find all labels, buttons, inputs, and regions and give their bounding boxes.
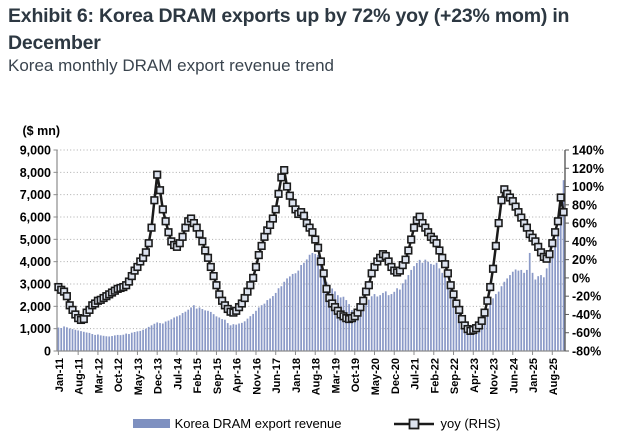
svg-text:60%: 60% [572,217,597,231]
svg-text:6,000: 6,000 [20,211,51,225]
svg-text:0%: 0% [572,271,590,285]
chart-legend: Korea DRAM export revenue yoy (RHS) [0,416,633,431]
svg-text:Aug-25: Aug-25 [548,358,560,395]
svg-text:9,000: 9,000 [20,144,51,158]
svg-text:120%: 120% [572,162,604,176]
svg-text:80%: 80% [572,198,597,212]
chart-plot-area: ($ mn) 0 1,000 2,000 3,000 4,000 5,000 6,000 7,0… [0,118,633,410]
svg-text:Aug-18: Aug-18 [311,358,323,395]
svg-text:140%: 140% [572,144,604,158]
svg-text:20%: 20% [572,253,597,267]
x-axis-labels: Jan-11 Aug-11 Mar-12 Oct-12 May-13 Dec-13 Jul-… [54,351,560,395]
svg-text:May-13: May-13 [133,358,145,395]
yoy-markers [54,165,568,336]
svg-text:Jun-24: Jun-24 [508,357,520,393]
axes [56,150,566,352]
svg-text:Apr-23: Apr-23 [469,358,481,393]
legend-item-yoy: yoy (RHS) [393,416,500,431]
svg-text:Nov-23: Nov-23 [489,358,501,395]
svg-text:Jul-21: Jul-21 [410,358,422,390]
svg-text:7,000: 7,000 [20,188,51,202]
left-axis-unit-label: ($ mn) [23,124,61,138]
svg-text:Feb-15: Feb-15 [192,358,204,393]
legend-yoy-label: yoy (RHS) [440,416,501,431]
svg-text:Jan-11: Jan-11 [54,358,66,392]
chart-canvas: ($ mn) 0 1,000 2,000 3,000 4,000 5,000 6,000 7,0… [20,124,604,395]
left-axis-labels: 0 1,000 2,000 3,000 4,000 5,000 6,000 7,000 8,00… [20,144,51,359]
svg-text:Jun-17: Jun-17 [271,358,283,393]
svg-text:2,000: 2,000 [20,300,51,314]
svg-text:40%: 40% [572,235,597,249]
svg-text:Nov-16: Nov-16 [251,358,263,395]
legend-revenue-label: Korea DRAM export revenue [174,416,342,431]
svg-text:Feb-22: Feb-22 [429,358,441,393]
svg-text:8,000: 8,000 [20,166,51,180]
svg-text:5,000: 5,000 [20,233,51,247]
svg-text:Mar-19: Mar-19 [330,358,342,393]
exhibit-title: Exhibit 6: Korea DRAM exports up by 72% … [8,5,570,54]
svg-text:Oct-12: Oct-12 [113,358,125,392]
svg-text:Aug-11: Aug-11 [74,358,86,395]
svg-text:0: 0 [44,345,51,359]
svg-text:Dec-20: Dec-20 [390,358,402,394]
svg-text:100%: 100% [572,180,604,194]
right-axis-labels: -80% -60% -40% -20% 0% 20% 40% 60% 80% 100% 120% 14… [565,144,604,359]
svg-text:Mar-12: Mar-12 [93,358,105,393]
svg-text:Apr-16: Apr-16 [232,358,244,393]
svg-text:Dec-13: Dec-13 [153,358,165,394]
svg-text:1,000: 1,000 [20,322,51,336]
revenue-bars [57,180,565,351]
svg-text:Jan-18: Jan-18 [291,358,303,393]
svg-text:-60%: -60% [572,326,601,340]
svg-text:Jul-14: Jul-14 [172,357,184,390]
yoy-line [57,168,565,333]
svg-text:Sep-15: Sep-15 [212,358,224,394]
svg-text:4,000: 4,000 [20,255,51,269]
legend-item-revenue: Korea DRAM export revenue [132,416,342,431]
svg-text:-40%: -40% [572,308,601,322]
revenue-bar-swatch-icon [132,419,170,428]
svg-text:3,000: 3,000 [20,278,51,292]
svg-text:Jan-25: Jan-25 [528,358,540,393]
svg-text:-80%: -80% [572,345,601,359]
svg-text:Oct-19: Oct-19 [350,358,362,392]
exhibit-subtitle: Korea monthly DRAM export revenue trend [8,56,334,75]
yoy-line-marker-icon [394,418,435,429]
svg-text:Sep-22: Sep-22 [449,358,461,394]
svg-text:-20%: -20% [572,290,601,304]
svg-text:($ mn): ($ mn) [23,124,61,138]
svg-text:May-20: May-20 [370,358,382,395]
